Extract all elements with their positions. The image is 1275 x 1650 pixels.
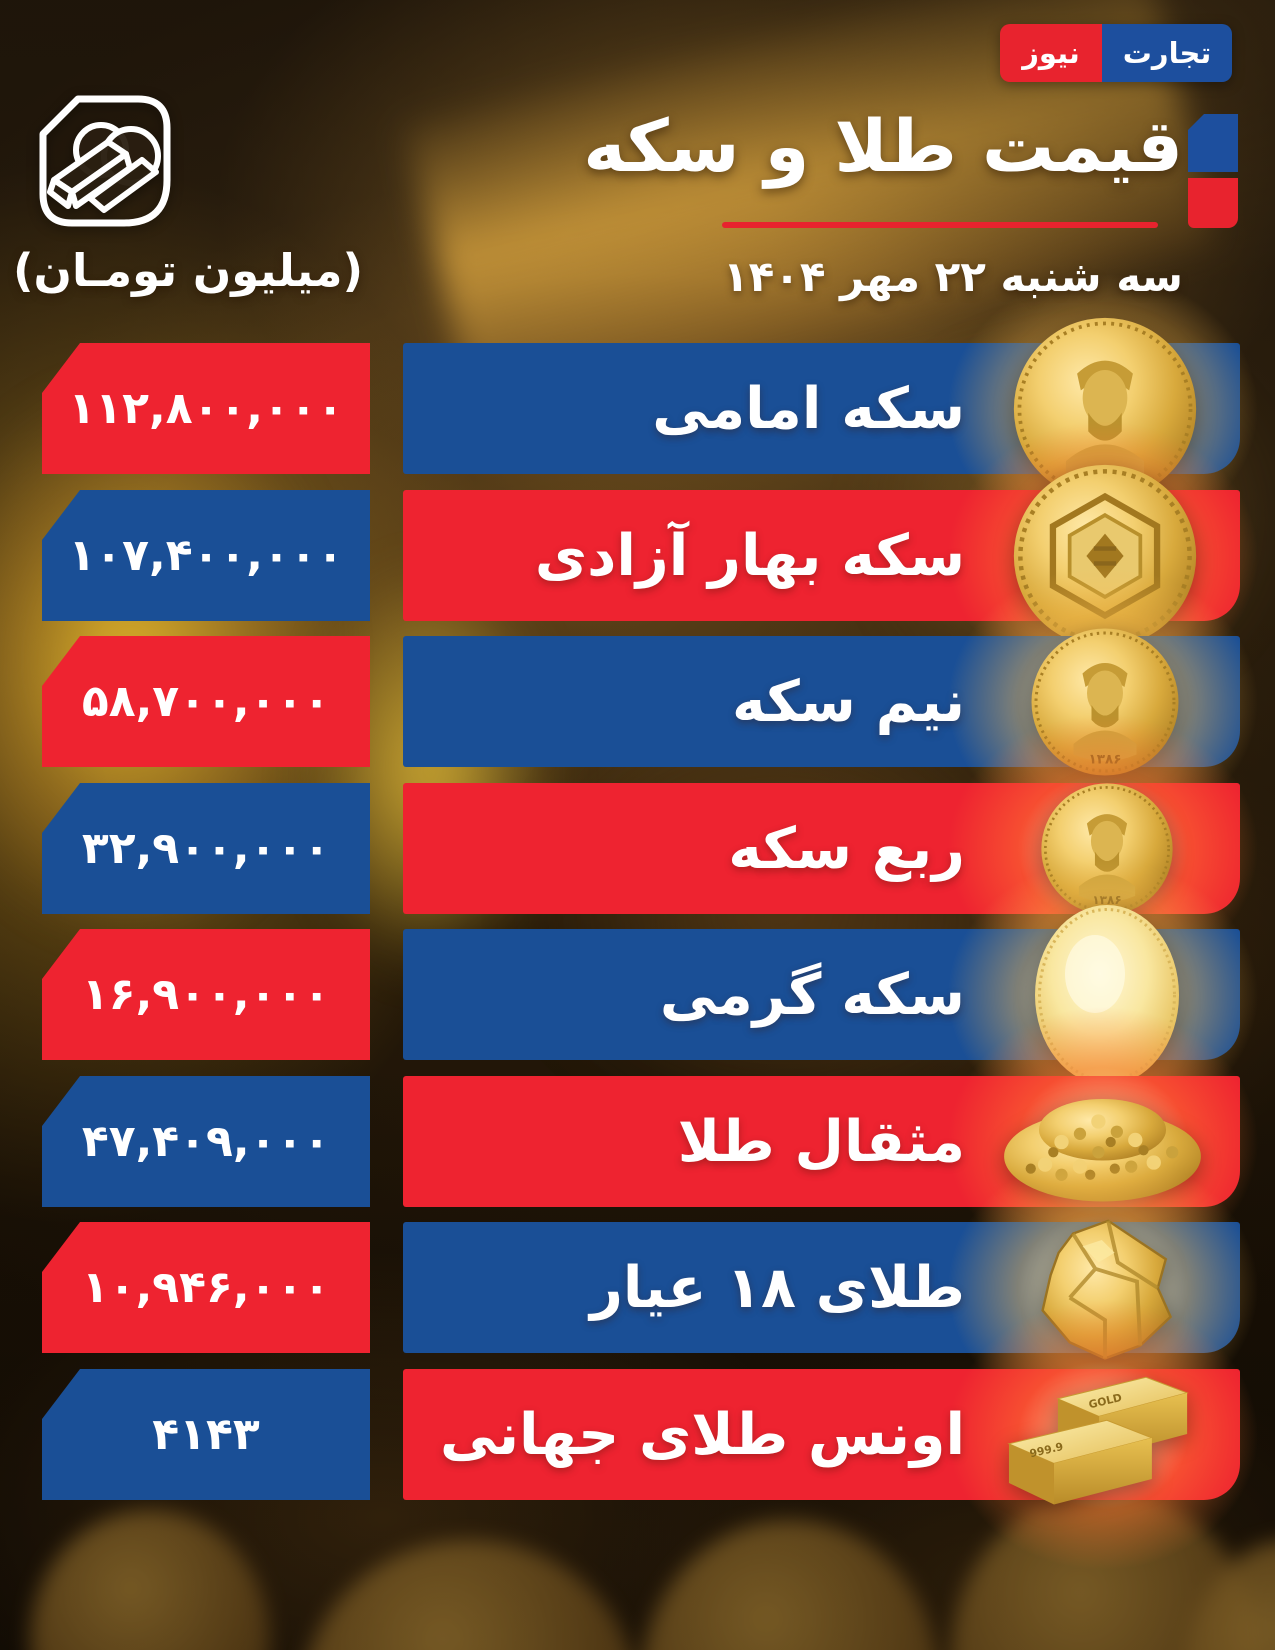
logo-red-segment: نیوز <box>1000 24 1102 82</box>
label-bar: سکه گرمی <box>403 859 1258 1130</box>
label-bar: طلای ۱۸ عیار <box>403 1152 1258 1423</box>
price-value: ۴۱۴۳ <box>152 1409 260 1460</box>
price-box: ۴۱۴۳ <box>42 1369 370 1500</box>
label-bar: سکه بهار آزادی <box>403 420 1258 691</box>
row-label: اونس طلای جهانی <box>439 1401 965 1468</box>
price-box: ۳۲,۹۰۰,۰۰۰ <box>42 783 370 914</box>
svg-text:۱۳۸۶: ۱۳۸۶ <box>1089 751 1122 767</box>
row-label: نیم سکه <box>732 668 965 735</box>
background-coin-blur <box>640 1520 940 1650</box>
price-row-global-ounce: ۴۱۴۳ GOLD 999.9 اونس طلای جهانی <box>0 1299 1275 1570</box>
price-value: ۱۶,۹۰۰,۰۰۰ <box>81 969 331 1020</box>
row-label: سکه امامی <box>652 375 965 442</box>
date-label: سه شنبه ۲۲ مهر ۱۴۰۴ <box>722 252 1183 301</box>
row-label: مثقال طلا <box>677 1108 965 1175</box>
price-box: ۱۰,۹۴۶,۰۰۰ <box>42 1222 370 1353</box>
page-title: قیمت طلا و سکه <box>583 104 1183 188</box>
row-label: ربع سکه <box>728 815 965 882</box>
price-box: ۴۷,۴۰۹,۰۰۰ <box>42 1076 370 1207</box>
gold-granules-image <box>1000 1079 1205 1205</box>
logo-text-news: نیوز <box>1022 36 1080 70</box>
price-value: ۱۰۷,۴۰۰,۰۰۰ <box>68 530 344 581</box>
label-bar: مثقال طلا <box>403 1006 1258 1277</box>
price-row-emami: ۱۱۲,۸۰۰,۰۰۰ ۱۳۸۶ سکه امامی <box>0 273 1275 544</box>
price-row-bahar-azadi: ۱۰۷,۴۰۰,۰۰۰ سکه بهار آزادی <box>0 420 1275 691</box>
price-box: ۱۰۷,۴۰۰,۰۰۰ <box>42 490 370 621</box>
price-row-half-coin: ۵۸,۷۰۰,۰۰۰ ۱۳۸۶ نیم سکه <box>0 566 1275 837</box>
label-bar: GOLD 999.9 اونس طلای جهانی <box>403 1299 1258 1570</box>
gold-bars-icon <box>38 94 172 228</box>
price-value: ۱۰,۹۴۶,۰۰۰ <box>81 1262 331 1313</box>
background-coin-blur <box>30 1510 270 1650</box>
title-decor-red-block <box>1188 178 1238 228</box>
logo-blue-segment: تجارت <box>1102 24 1232 82</box>
tejarat-news-logo: نیوز تجارت <box>1000 24 1232 82</box>
price-row-gram-coin: ۱۶,۹۰۰,۰۰۰ سکه گرمی <box>0 859 1275 1130</box>
price-row-mesghal: ۴۷,۴۰۹,۰۰۰ <box>0 1006 1275 1277</box>
label-bar: ۱۳۸۶ نیم سکه <box>403 566 1258 837</box>
price-row-18k-gold: ۱۰,۹۴۶,۰۰۰ طلای ۱۸ عیار <box>0 1152 1275 1423</box>
label-bar: ۱۳۸۶ سکه امامی <box>403 273 1258 544</box>
gram-coin-image <box>1032 902 1182 1088</box>
row-label: سکه گرمی <box>659 961 965 1028</box>
logo-text-tejarat: تجارت <box>1122 36 1212 70</box>
price-box: ۱۶,۹۰۰,۰۰۰ <box>42 929 370 1060</box>
price-value: ۱۱۲,۸۰۰,۰۰۰ <box>68 383 344 434</box>
gold-bars-image: GOLD 999.9 <box>995 1342 1205 1528</box>
title-underline <box>722 222 1158 228</box>
title-decor-blue-block <box>1188 114 1238 172</box>
row-label: سکه بهار آزادی <box>534 522 965 589</box>
label-bar: ۱۳۸۶ ربع سکه <box>403 713 1258 984</box>
half-coin-image: ۱۳۸۶ <box>1030 627 1180 777</box>
background-glow <box>300 560 560 980</box>
unit-label: (میلیون تومـان) <box>12 244 364 297</box>
price-value: ۵۸,۷۰۰,۰۰۰ <box>81 676 331 727</box>
background-coin-blur <box>300 1540 640 1650</box>
price-box: ۵۸,۷۰۰,۰۰۰ <box>42 636 370 767</box>
price-value: ۳۲,۹۰۰,۰۰۰ <box>81 823 331 874</box>
background-coin-blur <box>1180 1540 1275 1650</box>
quarter-coin-image: ۱۳۸۶ <box>1040 782 1174 916</box>
price-value: ۴۷,۴۰۹,۰۰۰ <box>81 1116 331 1167</box>
row-label: طلای ۱۸ عیار <box>590 1254 965 1321</box>
price-box: ۱۱۲,۸۰۰,۰۰۰ <box>42 343 370 474</box>
price-row-quarter-coin: ۳۲,۹۰۰,۰۰۰ ۱۳۸۶ ربع سکه <box>0 713 1275 984</box>
bahar-azadi-coin-image <box>1012 463 1198 649</box>
